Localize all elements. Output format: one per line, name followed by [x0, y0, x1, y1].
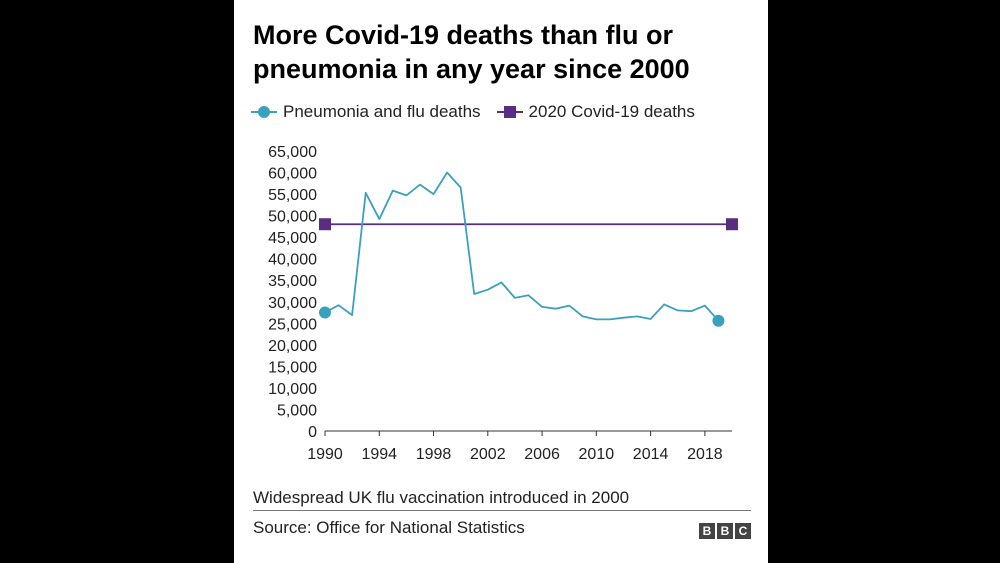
x-tick-label: 2010: [579, 446, 615, 463]
chart-note: Widespread UK flu vaccination introduced…: [253, 488, 630, 507]
x-tick-label: 2018: [687, 446, 723, 463]
pneumonia-end-marker: [319, 306, 331, 319]
x-tick-label: 1994: [361, 446, 397, 463]
y-tick-label: 15,000: [268, 359, 317, 376]
covid-square-marker: [726, 218, 738, 231]
legend-circle-marker-icon: [251, 106, 277, 118]
y-tick-label: 20,000: [268, 338, 317, 355]
x-tick-label: 2002: [470, 446, 506, 463]
legend-square-marker-icon: [496, 106, 523, 118]
bbc-logo: B B C: [699, 523, 751, 539]
bbc-logo-letter-3: C: [735, 523, 751, 539]
line-chart: 65,000 60,000 55,000 50,000 45,000 40,000 35,0…: [268, 144, 738, 463]
chart-source: Source: Office for National Statistics: [253, 518, 525, 537]
y-tick-label: 35,000: [268, 273, 317, 290]
chart-legend: Pneumonia and flu deaths 2020 Covid-19 d…: [251, 100, 711, 124]
y-tick-label: 60,000: [268, 166, 317, 183]
footer-divider: [253, 510, 751, 511]
y-tick-label: 45,000: [268, 230, 317, 247]
legend-label-pneumonia: Pneumonia and flu deaths: [283, 102, 481, 121]
y-tick-label: 0: [308, 424, 317, 441]
x-tick-label: 1990: [307, 446, 343, 463]
legend-item-covid: 2020 Covid-19 deaths: [496, 102, 695, 122]
y-tick-label: 65,000: [268, 144, 317, 161]
chart-title-line-1: More Covid-19 deaths than flu or: [253, 20, 674, 50]
covid-square-marker: [319, 218, 331, 231]
pneumonia-series-line: [324, 171, 720, 322]
legend-item-pneumonia: Pneumonia and flu deaths: [251, 102, 481, 122]
pneumonia-end-marker: [712, 314, 725, 327]
bbc-logo-letter-1: B: [699, 523, 715, 539]
y-tick-label: 30,000: [268, 295, 317, 312]
y-tick-label: 25,000: [268, 316, 317, 333]
legend-label-covid: 2020 Covid-19 deaths: [528, 102, 695, 121]
x-tick-label: 2006: [524, 446, 560, 463]
y-tick-label: 50,000: [268, 209, 317, 226]
chart-title: More Covid-19 deaths than flu or pneumon…: [253, 18, 753, 86]
chart-panel: More Covid-19 deaths than flu or pneumon…: [234, 0, 768, 563]
y-tick-label: 55,000: [268, 187, 317, 204]
y-tick-label: 40,000: [268, 252, 317, 269]
bbc-logo-letter-2: B: [717, 523, 733, 539]
y-tick-label: 10,000: [268, 381, 317, 398]
x-tick-label: 1998: [416, 446, 452, 463]
x-tick-label: 2014: [633, 446, 669, 463]
chart-title-line-2: pneumonia in any year since 2000: [253, 54, 690, 84]
y-tick-label: 5,000: [277, 402, 317, 419]
